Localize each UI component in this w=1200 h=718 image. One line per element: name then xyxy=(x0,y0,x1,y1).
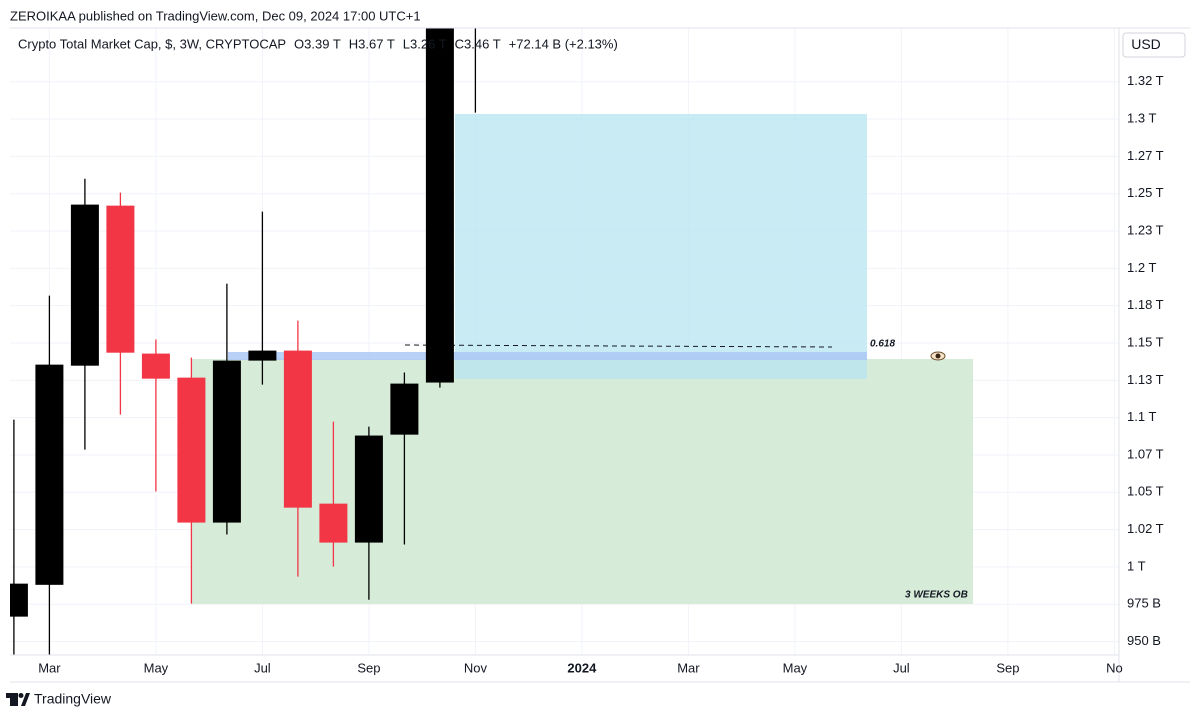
y-tick-label: 1.18 T xyxy=(1127,297,1164,312)
y-tick-label: 1.3 T xyxy=(1127,111,1156,126)
y-tick-label: 1.27 T xyxy=(1127,148,1164,163)
y-tick-label: 1.13 T xyxy=(1127,372,1164,387)
y-tick-label: 1.02 T xyxy=(1127,521,1164,536)
candles xyxy=(10,28,477,655)
x-tick-label: No xyxy=(1106,660,1123,675)
publisher: ZEROIKAA published on TradingView.com, D… xyxy=(10,8,421,23)
fib-label: 0.618 xyxy=(870,339,895,350)
y-tick-label: 1.05 T xyxy=(1127,484,1164,499)
ohlc-value: H3.67 T xyxy=(349,36,395,51)
x-tick-label: 2024 xyxy=(567,660,597,675)
y-tick-label: 1.1 T xyxy=(1127,409,1156,424)
currency-button[interactable] xyxy=(1122,32,1186,58)
candle-body xyxy=(10,583,28,617)
x-tick-label: Sep xyxy=(996,660,1019,675)
candle-body xyxy=(177,377,206,523)
fib-band xyxy=(228,352,867,360)
y-tick-label: 1.25 T xyxy=(1127,185,1164,200)
ohlc-value: L3.26 T xyxy=(403,36,447,51)
ohlc-legend: Crypto Total Market Cap, $, 3W, CRYPTOCA… xyxy=(18,36,618,51)
candle-body xyxy=(35,364,64,585)
ohlc-value: +72.14 B (+2.13%) xyxy=(509,36,618,51)
y-tick-label: 1.15 T xyxy=(1127,334,1164,349)
candle-body xyxy=(106,205,135,353)
eye-icon xyxy=(930,351,946,361)
y-tick-label: 950 B xyxy=(1127,633,1161,648)
brand: TradingView xyxy=(34,691,112,707)
x-tick-label: Jul xyxy=(254,660,271,675)
x-tick-label: Mar xyxy=(38,660,61,675)
zone-label: 3 WEEKS OB xyxy=(905,590,968,601)
candle-body xyxy=(354,435,383,543)
y-tick-label: 975 B xyxy=(1127,596,1161,611)
y-tick-label: 1.2 T xyxy=(1127,260,1156,275)
x-tick-label: May xyxy=(144,660,169,675)
candle-body xyxy=(248,350,277,361)
candle-body xyxy=(70,204,99,366)
x-tick-label: Sep xyxy=(357,660,380,675)
candle-body xyxy=(283,350,312,508)
x-tick-label: Mar xyxy=(677,660,700,675)
currency-label: USD xyxy=(1131,36,1161,52)
y-tick-label: 1.32 T xyxy=(1127,73,1164,88)
symbol-title: Crypto Total Market Cap, $, 3W, CRYPTOCA… xyxy=(18,36,286,51)
target-zone xyxy=(455,114,867,379)
order-block-zone xyxy=(192,359,973,604)
ohlc-value: C3.46 T xyxy=(455,36,501,51)
candle-body xyxy=(390,383,419,435)
candle-body xyxy=(425,28,454,383)
brand-logo xyxy=(6,693,30,706)
y-tick-label: 1.07 T xyxy=(1127,446,1164,461)
y-tick-label: 1.23 T xyxy=(1127,222,1164,237)
fib-line xyxy=(404,344,833,348)
candle-body xyxy=(319,503,348,543)
x-tick-label: Jul xyxy=(893,660,910,675)
x-tick-label: Nov xyxy=(464,660,488,675)
candle-body xyxy=(141,353,170,379)
candle-body xyxy=(212,360,241,523)
ohlc-value: O3.39 T xyxy=(294,36,341,51)
x-tick-label: May xyxy=(783,660,808,675)
y-tick-label: 1 T xyxy=(1127,558,1146,573)
